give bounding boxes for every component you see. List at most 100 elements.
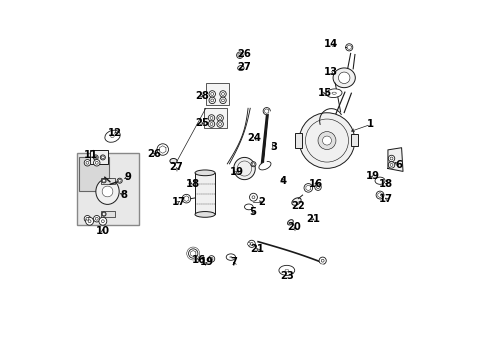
Circle shape bbox=[247, 240, 255, 247]
Circle shape bbox=[210, 117, 212, 120]
Circle shape bbox=[101, 156, 104, 159]
Circle shape bbox=[102, 179, 106, 183]
Text: 4: 4 bbox=[279, 176, 286, 186]
Text: 16: 16 bbox=[308, 179, 322, 189]
Ellipse shape bbox=[247, 242, 250, 245]
Ellipse shape bbox=[96, 179, 119, 204]
Circle shape bbox=[102, 213, 105, 216]
Text: 8: 8 bbox=[121, 190, 127, 200]
Circle shape bbox=[321, 259, 324, 262]
Text: 19: 19 bbox=[200, 257, 213, 267]
Circle shape bbox=[99, 217, 106, 225]
Circle shape bbox=[100, 155, 105, 160]
Ellipse shape bbox=[169, 158, 177, 163]
Circle shape bbox=[236, 52, 243, 58]
Bar bbox=[195, 173, 215, 215]
Ellipse shape bbox=[299, 113, 354, 168]
Circle shape bbox=[93, 155, 98, 160]
Circle shape bbox=[117, 178, 122, 183]
Ellipse shape bbox=[338, 72, 349, 84]
Ellipse shape bbox=[374, 177, 384, 184]
Text: 9: 9 bbox=[124, 172, 131, 182]
Circle shape bbox=[208, 115, 214, 121]
Circle shape bbox=[389, 157, 392, 160]
Circle shape bbox=[387, 155, 394, 162]
Bar bbox=[79, 157, 109, 192]
Circle shape bbox=[210, 99, 213, 102]
Ellipse shape bbox=[102, 186, 113, 197]
Ellipse shape bbox=[111, 135, 114, 138]
Circle shape bbox=[95, 217, 98, 220]
Circle shape bbox=[86, 217, 89, 220]
Text: 21: 21 bbox=[249, 244, 264, 254]
Circle shape bbox=[208, 256, 214, 262]
Circle shape bbox=[101, 220, 104, 223]
Ellipse shape bbox=[258, 161, 270, 170]
Circle shape bbox=[221, 99, 224, 102]
Bar bbox=[90, 150, 108, 164]
Circle shape bbox=[210, 93, 213, 95]
Circle shape bbox=[88, 220, 91, 223]
Circle shape bbox=[263, 108, 270, 115]
Circle shape bbox=[250, 162, 255, 167]
Ellipse shape bbox=[244, 204, 253, 210]
Circle shape bbox=[93, 159, 100, 166]
Ellipse shape bbox=[331, 92, 336, 94]
Text: 19: 19 bbox=[365, 171, 379, 181]
Text: 5: 5 bbox=[248, 207, 255, 217]
Bar bbox=[205, 83, 228, 105]
Bar bbox=[350, 134, 357, 146]
Circle shape bbox=[217, 121, 223, 127]
Circle shape bbox=[85, 217, 93, 225]
Text: 24: 24 bbox=[247, 133, 261, 143]
Bar bbox=[77, 153, 139, 225]
Circle shape bbox=[208, 97, 215, 104]
Ellipse shape bbox=[325, 89, 341, 98]
Circle shape bbox=[314, 184, 321, 190]
Circle shape bbox=[218, 123, 221, 126]
Circle shape bbox=[208, 121, 214, 127]
Text: 20: 20 bbox=[286, 222, 300, 232]
Circle shape bbox=[93, 216, 100, 222]
Text: 16: 16 bbox=[191, 255, 205, 265]
Ellipse shape bbox=[322, 136, 331, 145]
Circle shape bbox=[188, 249, 198, 258]
Circle shape bbox=[249, 193, 257, 201]
Text: 25: 25 bbox=[195, 118, 209, 128]
Text: 3: 3 bbox=[270, 142, 277, 152]
Circle shape bbox=[319, 257, 325, 264]
Text: 14: 14 bbox=[323, 40, 337, 49]
Ellipse shape bbox=[233, 157, 255, 180]
Circle shape bbox=[219, 91, 226, 97]
Text: 15: 15 bbox=[318, 88, 331, 98]
Text: 18: 18 bbox=[378, 179, 392, 189]
Bar bbox=[101, 211, 115, 217]
Circle shape bbox=[219, 97, 226, 104]
Text: 28: 28 bbox=[195, 91, 209, 101]
Text: 26: 26 bbox=[236, 49, 250, 59]
Ellipse shape bbox=[226, 254, 235, 260]
Ellipse shape bbox=[195, 170, 215, 176]
Text: 23: 23 bbox=[279, 271, 293, 281]
Text: 26: 26 bbox=[147, 149, 161, 159]
Ellipse shape bbox=[287, 220, 293, 225]
Circle shape bbox=[345, 44, 352, 51]
Text: 18: 18 bbox=[185, 179, 199, 189]
Circle shape bbox=[210, 123, 212, 126]
Text: 13: 13 bbox=[323, 67, 337, 77]
Bar bbox=[204, 108, 226, 128]
Circle shape bbox=[102, 212, 106, 216]
Text: 10: 10 bbox=[96, 226, 110, 236]
Ellipse shape bbox=[195, 212, 215, 217]
Circle shape bbox=[210, 257, 212, 260]
Circle shape bbox=[118, 179, 121, 182]
Text: 12: 12 bbox=[107, 129, 122, 138]
Circle shape bbox=[221, 93, 224, 95]
Text: 2: 2 bbox=[258, 197, 264, 207]
Circle shape bbox=[251, 163, 254, 166]
Circle shape bbox=[218, 117, 221, 120]
Ellipse shape bbox=[229, 256, 231, 258]
Text: 11: 11 bbox=[84, 150, 98, 160]
Circle shape bbox=[86, 161, 89, 164]
Circle shape bbox=[251, 196, 254, 199]
